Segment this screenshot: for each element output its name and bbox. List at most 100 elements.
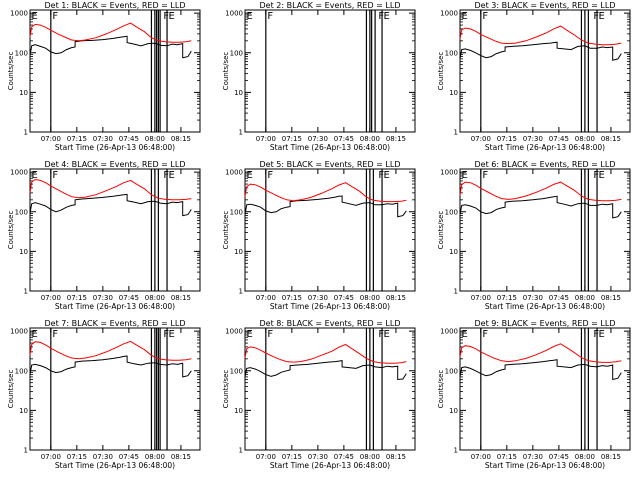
det8-lld-series	[244, 343, 407, 364]
det5-xtick-label: 07:45	[334, 294, 354, 302]
det6-xtick-label: 07:45	[549, 294, 569, 302]
det2-xtick-label: 08:00	[360, 135, 380, 143]
det5-ytick-label: 1000	[225, 169, 243, 177]
det4-xtick-label: 07:00	[41, 294, 61, 302]
det7-ytick-label: 1	[24, 447, 28, 455]
det7-ytick-label: 1000	[10, 328, 28, 336]
det9-xtick-label: 07:30	[523, 453, 543, 461]
det9-lld-series	[459, 343, 622, 363]
det7-title: Det 7: BLACK = Events, RED = LLD	[45, 319, 186, 328]
det1-ytick-label: 1	[24, 129, 28, 137]
det1-xtick-label: 08:15	[171, 135, 191, 143]
det9-xtick-label: 07:45	[549, 453, 569, 461]
det2-title: Det 2: BLACK = Events, RED = LLD	[260, 1, 401, 10]
det7-xtick-label: 07:30	[93, 453, 113, 461]
det8-marker-f: F	[267, 329, 273, 340]
det9-marker-f: F	[593, 329, 599, 340]
det1-ytick-label: 100	[15, 49, 28, 57]
det2-xtick-label: 07:00	[256, 135, 276, 143]
det2-marker-e: E	[384, 11, 390, 22]
det7-marker-f: F	[52, 329, 58, 340]
det8-title: Det 8: BLACK = Events, RED = LLD	[260, 319, 401, 328]
det5-xlabel: Start Time (26-Apr-13 06:48:00)	[270, 302, 390, 311]
det6-xtick-label: 07:30	[523, 294, 543, 302]
det3-marker-e: E	[462, 11, 468, 22]
det8-marker-f: F	[378, 329, 384, 340]
det9-panel: Det 9: BLACK = Events, RED = LLD 1 10 100 10…	[437, 319, 631, 470]
det5-ytick-label: 10	[234, 248, 243, 256]
det1-xtick-label: 07:15	[67, 135, 87, 143]
det2-ylabel: Counts/sec	[222, 52, 230, 91]
det2-xtick-label: 07:15	[282, 135, 302, 143]
det2-xtick-label: 08:15	[386, 135, 406, 143]
det8-xtick-label: 08:15	[386, 453, 406, 461]
det8-panel: Det 8: BLACK = Events, RED = LLD 1 10 100 10…	[222, 319, 416, 470]
det5-marker-e: E	[384, 170, 390, 181]
det7-lld-series	[29, 340, 192, 361]
det9-events-series	[459, 359, 622, 381]
det8-ylabel: Counts/sec	[222, 370, 230, 409]
det9-title: Det 9: BLACK = Events, RED = LLD	[475, 319, 616, 328]
det1-marker-f: F	[163, 11, 169, 22]
det9-marker-e: E	[462, 329, 468, 340]
det7-marker-e: E	[32, 329, 38, 340]
det8-xlabel: Start Time (26-Apr-13 06:48:00)	[270, 461, 390, 470]
det7-panel: Det 7: BLACK = Events, RED = LLD 1 10 100 10…	[7, 319, 201, 470]
det6-marker-e: E	[599, 170, 605, 181]
det7-xtick-label: 08:00	[145, 453, 165, 461]
det3-xtick-label: 08:15	[601, 135, 621, 143]
det8-ytick-label: 1000	[225, 328, 243, 336]
det9-ytick-label: 1	[454, 447, 458, 455]
det7-ylabel: Counts/sec	[7, 370, 15, 409]
det2-ytick-label: 10	[234, 89, 243, 97]
det5-marker-f: F	[267, 170, 273, 181]
det1-title: Det 1: BLACK = Events, RED = LLD	[45, 1, 186, 10]
det1-ytick-label: 10	[19, 89, 28, 97]
det3-ytick-label: 1	[454, 129, 458, 137]
det4-xtick-label: 08:00	[145, 294, 165, 302]
det8-events-series	[244, 360, 407, 381]
det8-marker-e: E	[384, 329, 390, 340]
det1-lld-series	[29, 22, 192, 43]
det3-xtick-label: 07:45	[549, 135, 569, 143]
det1-xtick-label: 07:45	[119, 135, 139, 143]
det1-marker-e: E	[169, 11, 175, 22]
det3-marker-f: F	[593, 11, 599, 22]
det3-xtick-label: 07:00	[471, 135, 491, 143]
det6-plot-frame	[459, 168, 631, 292]
det3-plot-frame	[459, 9, 631, 133]
det8-ytick-label: 100	[230, 367, 243, 375]
det6-xtick-label: 08:15	[601, 294, 621, 302]
det6-marker-e: E	[462, 170, 468, 181]
det1-xlabel: Start Time (26-Apr-13 06:48:00)	[55, 143, 175, 152]
det8-xtick-label: 07:15	[282, 453, 302, 461]
det4-xtick-label: 07:15	[67, 294, 87, 302]
det3-ytick-label: 100	[445, 49, 458, 57]
det5-ytick-label: 1	[239, 288, 243, 296]
det3-lld-series	[459, 25, 622, 46]
det8-xtick-label: 07:00	[256, 453, 276, 461]
det5-ytick-label: 100	[230, 208, 243, 216]
det9-xlabel: Start Time (26-Apr-13 06:48:00)	[485, 461, 605, 470]
det7-ytick-label: 10	[19, 407, 28, 415]
det7-xtick-label: 07:15	[67, 453, 87, 461]
det4-marker-e: E	[169, 170, 175, 181]
det5-plot-frame	[244, 168, 416, 292]
det3-panel: Det 3: BLACK = Events, RED = LLD 1 10 100 10…	[437, 1, 631, 152]
det9-marker-f: F	[482, 329, 488, 340]
det9-xtick-label: 08:00	[575, 453, 595, 461]
det9-xtick-label: 07:00	[471, 453, 491, 461]
det7-xlabel: Start Time (26-Apr-13 06:48:00)	[55, 461, 175, 470]
det4-xtick-label: 07:30	[93, 294, 113, 302]
det6-events-series	[459, 195, 622, 219]
det4-ytick-label: 100	[15, 208, 28, 216]
det3-marker-e: E	[599, 11, 605, 22]
det5-lld-series	[244, 182, 407, 203]
det1-panel: Det 1: BLACK = Events, RED = LLD 1 10 100 10…	[7, 1, 201, 152]
det6-xlabel: Start Time (26-Apr-13 06:48:00)	[485, 302, 605, 311]
det1-xtick-label: 07:30	[93, 135, 113, 143]
det3-xtick-label: 07:15	[497, 135, 517, 143]
det8-xtick-label: 07:45	[334, 453, 354, 461]
det6-xtick-label: 08:00	[575, 294, 595, 302]
det2-xtick-label: 07:30	[308, 135, 328, 143]
